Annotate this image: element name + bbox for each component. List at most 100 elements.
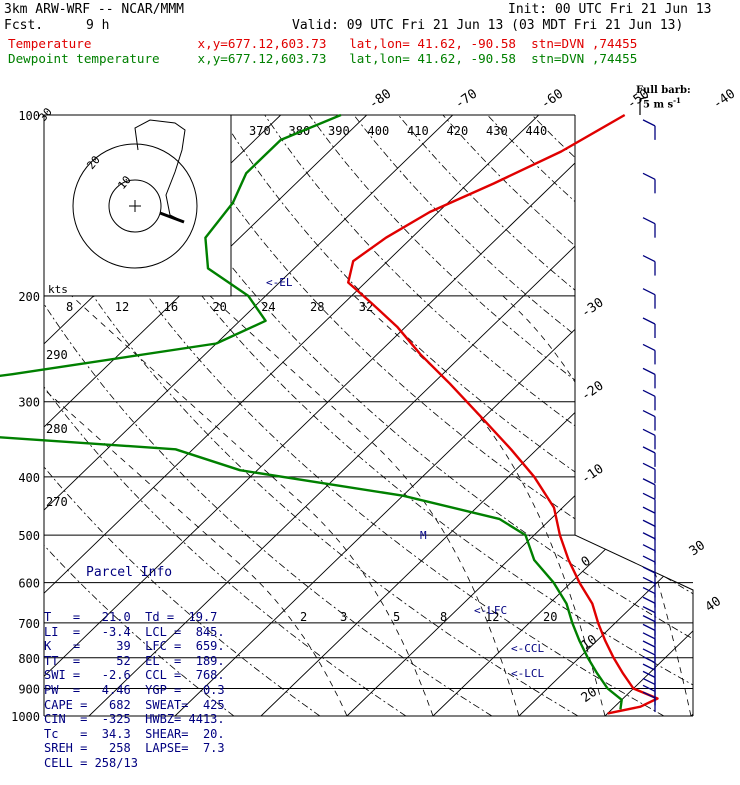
wind-barb-flag (643, 607, 655, 613)
mixing-ratio-label: 8 (440, 610, 447, 624)
dry-adiabat-line (577, 115, 740, 716)
isotherm-label: -10 (579, 462, 607, 488)
wind-barb-flag (643, 520, 655, 526)
wind-barb-flag (643, 479, 655, 485)
level-annotation: M (420, 529, 427, 542)
wind-barb-flag (643, 664, 655, 670)
barb-key-label: Full barb: (636, 86, 691, 96)
pressure-tick-label: 300 (18, 396, 40, 410)
theta-e-label: 430 (486, 124, 508, 138)
isotherm-label: 10 (579, 632, 600, 653)
wind-barb-flag (643, 641, 655, 647)
wind-barb-flag (643, 545, 655, 551)
mixing-ratio-label: 3 (340, 610, 347, 624)
wind-barbs (640, 97, 655, 712)
wind-barb-flag (643, 390, 655, 396)
mixing-ratio-label: 20 (543, 610, 557, 624)
wind-barb-flag (643, 463, 655, 469)
isotherm-label: -40 (710, 87, 738, 113)
isotherm-label: 20 (579, 685, 600, 706)
wind-barb-flag (643, 429, 655, 435)
wind-barb-flag (643, 368, 655, 374)
dry-adiabat-line (443, 115, 740, 716)
parcel-info-row: K = 39 LFC = 659. (44, 639, 230, 654)
pressure-tick-label: 100 (18, 109, 40, 123)
wind-barb-flag (643, 633, 655, 639)
temperature-legend: Temperature x,y=677.12,603.73 lat,lon= 4… (8, 37, 637, 51)
parcel-info-row: Tc = 34.3 SHEAR= 20. (44, 727, 230, 742)
pressure-tick-label: 900 (18, 682, 40, 696)
parcel-info-row: CELL = 258/13 (44, 756, 230, 771)
theta-e-label: 410 (407, 124, 429, 138)
isotherm-label: 30 (687, 538, 708, 559)
isotherm-line (691, 115, 740, 716)
pressure-tick-label: 800 (18, 652, 40, 666)
wind-barb-flag (643, 507, 655, 513)
wind-barb-flag (643, 344, 655, 350)
dry-adiabat-label: 290 (46, 348, 68, 362)
hodograph-speed-tick: 28 (310, 300, 324, 314)
isotherm-line (347, 115, 740, 716)
parcel-info-row: CIN = -325 HWBZ= 4413. (44, 712, 230, 727)
isotherm-label: -20 (579, 378, 607, 404)
mixing-ratio-label: 2 (300, 610, 307, 624)
hodograph-speed-tick: 12 (115, 300, 129, 314)
model-title: 3km ARW-WRF -- NCAR/MMM (4, 3, 184, 17)
wind-barb-flag (643, 120, 655, 126)
isotherm-label: -30 (579, 295, 607, 321)
wind-barb-flag (643, 411, 655, 417)
wind-barb-flag (643, 588, 655, 594)
wind-barb-flag (643, 318, 655, 324)
level-annotation: <-LCL (511, 667, 544, 680)
dry-adiabat-line (532, 115, 740, 716)
dewpoint-legend: Dewpoint temperature x,y=677.12,603.73 l… (8, 52, 637, 66)
level-annotation: <-LFC (474, 604, 507, 617)
wind-barb-flag (643, 671, 655, 677)
theta-e-label: 420 (447, 124, 469, 138)
isotherm-line (261, 115, 740, 716)
wind-barb-flag (643, 447, 655, 453)
isotherm-line (605, 115, 740, 716)
isotherm-label: -80 (366, 87, 394, 113)
hodograph-speed-tick: 20 (212, 300, 226, 314)
isotherm-line (519, 115, 740, 716)
isotherm-label: -60 (538, 87, 566, 113)
wind-barb-flag (643, 616, 655, 622)
wind-barb-flag (643, 567, 655, 573)
isotherm-label: 0 (579, 554, 594, 571)
wind-barb-flag (643, 624, 655, 630)
wind-barb-flag (643, 692, 655, 698)
dry-adiabat-label: 280 (46, 422, 68, 436)
theta-e-label: 390 (328, 124, 350, 138)
mixing-ratio-label: 5 (393, 610, 400, 624)
dry-adiabat-line (710, 115, 740, 716)
wind-barb-flag (643, 649, 655, 655)
hodograph-speed-axis-label: kts (48, 283, 68, 296)
pressure-tick-label: 200 (18, 290, 40, 304)
dry-adiabat-line (666, 115, 740, 716)
barb-key-units-exponent: -1 (673, 96, 681, 105)
forecast-label: Fcst. (4, 19, 43, 33)
barb-key-units: 5 m s-1 (643, 96, 681, 110)
wind-barb-flag (643, 533, 655, 539)
dry-adiabat-line (487, 115, 740, 716)
pressure-tick-label: 500 (18, 529, 40, 543)
pressure-tick-label: 1000 (11, 710, 40, 724)
wind-barb-flag (643, 678, 655, 684)
theta-e-label: 400 (368, 124, 390, 138)
parcel-info-row: T = 21.0 Td = 19.7 (44, 610, 230, 625)
forecast-hour: 9 h (86, 19, 109, 33)
dry-adiabat-line (309, 115, 740, 716)
wind-barb-flag (643, 493, 655, 499)
valid-time: Valid: 09 UTC Fri 21 Jun 13 (03 MDT Fri … (292, 19, 683, 33)
level-annotation: <-CCL (511, 642, 544, 655)
parcel-info-row: SWI = -2.6 CCL = 768. (44, 668, 230, 683)
hodograph-speed-tick: 16 (164, 300, 178, 314)
level-annotation: <-EL (266, 276, 293, 289)
dry-adiabat-line (354, 115, 740, 716)
isotherm-label: 40 (703, 594, 724, 615)
hodograph-frame (44, 115, 231, 296)
